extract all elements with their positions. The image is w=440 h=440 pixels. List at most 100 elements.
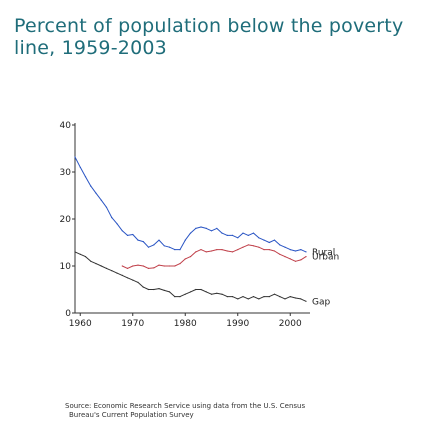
data-point-rural-1963 (95, 192, 97, 194)
data-point-gap-1975 (158, 288, 160, 290)
data-point-urban-1990 (237, 249, 239, 251)
data-point-rural-1970 (132, 233, 134, 236)
data-point-urban-1984 (205, 251, 207, 253)
data-point-rural-1989 (231, 234, 234, 236)
data-point-urban-1997 (273, 250, 276, 252)
data-point-rural-1973 (147, 246, 150, 248)
data-point-gap-1961 (84, 256, 87, 258)
data-point-gap-1967 (116, 272, 118, 274)
data-point-gap-1999 (284, 298, 286, 300)
data-point-rural-1965 (105, 206, 108, 208)
data-point-urban-1974 (153, 267, 155, 269)
data-point-rural-1995 (263, 239, 265, 241)
data-point-urban-1983 (200, 249, 202, 251)
data-point-rural-1993 (252, 232, 255, 234)
x-tick-label-1990: 1990 (226, 319, 249, 329)
data-point-urban-1986 (216, 249, 218, 251)
data-point-rural-2002 (300, 249, 302, 251)
data-point-gap-1965 (105, 267, 108, 269)
data-point-urban-1996 (268, 249, 270, 251)
data-point-gap-1991 (242, 296, 244, 298)
data-point-rural-1967 (116, 223, 118, 225)
data-point-gap-1960 (79, 253, 81, 255)
data-point-rural-1968 (121, 230, 123, 232)
data-point-rural-1987 (221, 232, 223, 234)
y-tick-label-10: 10 (60, 262, 72, 272)
data-point-gap-2001 (294, 297, 297, 299)
data-point-gap-1980 (184, 293, 186, 295)
data-point-gap-1997 (273, 293, 276, 295)
data-point-rural-1966 (111, 217, 113, 219)
data-point-rural-2001 (294, 250, 297, 252)
data-point-gap-1993 (252, 296, 255, 298)
data-point-gap-1990 (237, 298, 239, 300)
data-point-rural-2003 (305, 251, 307, 253)
data-point-gap-1977 (168, 291, 171, 293)
data-point-gap-1970 (132, 279, 134, 281)
data-point-urban-1987 (221, 249, 223, 251)
data-point-rural-1978 (174, 249, 176, 251)
data-point-gap-1962 (90, 260, 92, 262)
data-point-urban-1979 (179, 263, 181, 265)
data-point-urban-2000 (289, 258, 291, 260)
data-point-urban-1993 (252, 245, 255, 247)
data-point-gap-2002 (300, 298, 302, 300)
data-point-urban-1978 (174, 265, 176, 267)
data-point-rural-1982 (195, 227, 197, 229)
series-line-gap (74, 251, 307, 302)
data-point-gap-1998 (279, 296, 281, 298)
data-point-rural-2000 (289, 249, 291, 251)
data-point-rural-1964 (100, 199, 102, 201)
data-point-urban-1972 (142, 265, 144, 267)
data-point-urban-1995 (263, 249, 265, 251)
data-point-gap-1994 (258, 298, 260, 300)
data-point-urban-1981 (189, 256, 192, 258)
data-point-gap-1984 (205, 291, 207, 293)
data-point-urban-1991 (242, 246, 244, 248)
data-point-gap-1989 (231, 296, 234, 298)
series-label-urban: Urban (312, 253, 339, 263)
series-line-rural (74, 156, 307, 253)
data-point-gap-1978 (174, 296, 176, 298)
data-point-gap-2000 (289, 296, 291, 298)
data-point-urban-1976 (163, 265, 165, 267)
data-point-urban-1998 (279, 253, 281, 255)
x-tick-label-2000: 2000 (279, 319, 302, 329)
data-point-gap-1966 (111, 270, 113, 272)
data-point-gap-1973 (147, 288, 150, 291)
x-tick-label-1970: 1970 (121, 319, 144, 329)
data-point-gap-1979 (179, 296, 181, 298)
data-point-rural-1960 (79, 166, 81, 168)
data-point-rural-1988 (226, 234, 228, 236)
data-point-rural-1980 (184, 239, 186, 241)
data-point-urban-2003 (305, 256, 307, 258)
data-point-rural-1990 (237, 237, 239, 239)
chart-title: Percent of population below the poverty … (14, 15, 434, 59)
chart-title-line-2: line, 1959-2003 (14, 37, 167, 59)
data-point-rural-1961 (84, 176, 87, 178)
data-point-rural-1981 (189, 232, 192, 234)
data-point-gap-1971 (137, 281, 139, 283)
series-label-rural: Rural (312, 248, 335, 258)
data-point-rural-1971 (137, 239, 139, 241)
x-tick-label-1980: 1980 (174, 319, 197, 329)
data-point-urban-1971 (137, 264, 139, 266)
data-point-rural-1997 (273, 239, 276, 241)
data-point-gap-1976 (163, 289, 165, 291)
data-point-gap-1987 (221, 293, 223, 295)
data-point-rural-1969 (126, 234, 129, 236)
data-point-urban-1988 (226, 250, 228, 252)
data-point-gap-1986 (216, 292, 218, 294)
data-point-urban-1989 (231, 251, 234, 253)
data-point-gap-1988 (226, 296, 228, 298)
data-point-rural-1994 (258, 237, 260, 239)
data-point-urban-1992 (247, 244, 249, 246)
data-point-urban-1999 (284, 256, 286, 258)
data-point-gap-1996 (268, 296, 270, 298)
data-point-gap-1992 (247, 298, 249, 300)
data-point-rural-1985 (210, 230, 213, 232)
data-point-rural-1983 (200, 226, 202, 228)
source-note: Source: Economic Research Service using … (65, 402, 425, 420)
data-point-rural-1962 (90, 185, 92, 187)
